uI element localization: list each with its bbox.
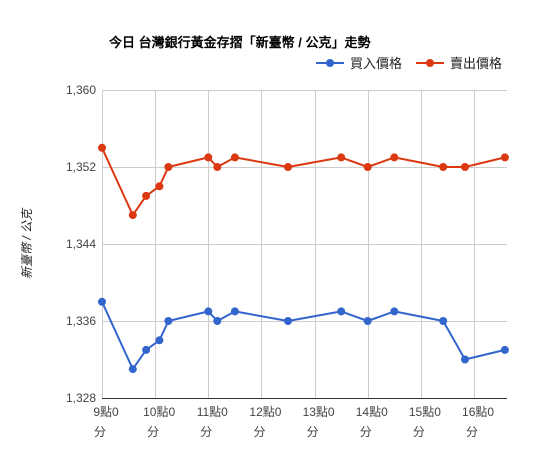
series-layer [98,143,509,374]
data-point [142,345,151,354]
data-point [230,307,239,316]
legend-sell-marker [426,59,434,67]
x-tick-label-line2: 分 [94,425,106,439]
series-line [101,147,506,217]
x-tick-label-line2: 分 [360,425,372,439]
x-axis-ticks: 9點0 分 10點0 分 11點0 分 12點0 分 13點0 分 14點0 分 15點0 分 16點0 分 [93,405,494,439]
x-tick-label-line2: 分 [307,425,319,439]
legend-buy-label: 買入價格 [350,56,402,71]
legend-item-sell[interactable]: 賣出價格 [416,56,502,71]
data-point [128,211,137,220]
data-point [284,317,292,325]
data-point [213,317,222,325]
x-tick-label: 10點0 [143,405,175,419]
data-point [500,153,509,162]
data-point [461,355,469,364]
data-point [213,163,222,171]
y-tick-label: 1,344 [66,237,96,251]
series-sell [98,143,509,220]
x-tick-label: 14點0 [356,405,388,419]
x-tick-label-line2: 分 [466,425,478,439]
x-tick-label-line2: 分 [147,425,159,439]
x-tick-label: 16點0 [462,405,494,419]
data-point [500,345,509,354]
x-tick-label: 9點0 [93,405,119,419]
data-point [230,153,239,162]
data-point [337,153,346,162]
data-point [164,317,173,325]
x-tick-label: 15點0 [409,405,441,419]
data-point [284,163,292,171]
data-point [164,163,173,171]
data-point [155,182,164,191]
chart-title: 今日 台灣銀行黃金存摺「新臺幣 / 公克」走勢 [108,35,370,50]
x-tick-label: 12點0 [249,405,281,419]
y-axis-label: 新臺幣 / 公克 [20,207,34,279]
data-point [155,336,164,345]
data-point [142,191,151,200]
data-point [363,163,372,171]
series-line [101,301,506,371]
data-point [439,317,448,325]
x-tick-label: 13點0 [303,405,335,419]
data-point [390,153,399,162]
data-point [363,317,372,325]
data-point [98,143,106,152]
y-tick-label: 1,360 [66,83,96,97]
legend[interactable]: 買入價格 賣出價格 [316,56,502,71]
series-buy [98,297,509,374]
y-tick-label: 1,336 [66,314,96,328]
data-point [128,365,137,374]
y-axis-ticks: 1,360 1,352 1,344 1,336 1,328 [66,83,96,405]
data-point [461,163,469,171]
data-point [439,163,448,171]
x-tick-label: 11點0 [197,405,228,419]
legend-buy-marker [326,59,334,67]
legend-item-buy[interactable]: 買入價格 [316,56,402,71]
data-point [204,153,213,162]
data-point [390,307,399,316]
y-tick-label: 1,328 [66,391,96,405]
data-point [337,307,346,316]
x-tick-label-line2: 分 [200,425,212,439]
legend-sell-label: 賣出價格 [450,56,502,71]
x-tick-label-line2: 分 [413,425,425,439]
data-point [204,307,213,316]
data-point [98,297,106,306]
x-tick-label-line2: 分 [253,425,265,439]
y-tick-label: 1,352 [66,160,96,174]
grid-lines [102,90,507,399]
